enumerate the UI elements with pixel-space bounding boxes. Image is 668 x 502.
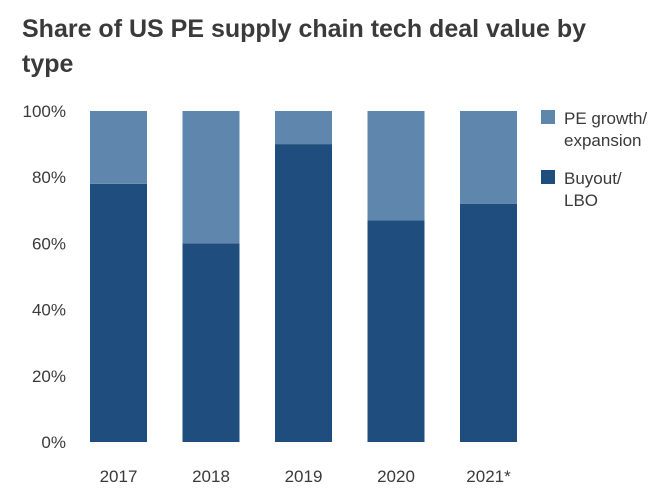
y-tick-label: 20% (32, 367, 66, 386)
x-tick-label: 2020 (377, 467, 415, 486)
bar-segment-buyout-2018 (182, 243, 240, 442)
legend-label: expansion (564, 131, 642, 150)
bar-segment-buyout-2019 (275, 144, 332, 442)
y-axis-ticks: 0% 20% 40% 60% 80% 100% (23, 102, 66, 452)
y-tick-label: 40% (32, 301, 66, 320)
bars (90, 111, 517, 442)
bar-segment-buyout-2020 (367, 220, 425, 442)
legend-swatch-buyout (541, 170, 555, 184)
y-tick-label: 60% (32, 234, 66, 253)
legend-label: Buyout/ (564, 169, 622, 188)
x-axis-ticks: 2017 2018 2019 2020 2021* (100, 467, 512, 486)
bar-segment-pe-growth-2019 (275, 111, 332, 145)
bar-segment-buyout-2021 (460, 203, 517, 442)
y-tick-label: 0% (41, 433, 66, 452)
bar-segment-pe-growth-2018 (182, 111, 240, 244)
legend-label: PE growth/ (564, 109, 647, 128)
x-tick-label: 2018 (192, 467, 230, 486)
legend: PE growth/expansion Buyout/LBO (541, 109, 647, 210)
x-tick-label: 2021* (466, 467, 511, 486)
y-tick-label: 100% (23, 102, 66, 121)
y-tick-label: 80% (32, 168, 66, 187)
bar-segment-buyout-2017 (90, 183, 147, 442)
bar-segment-pe-growth-2021 (460, 111, 517, 204)
bar-segment-pe-growth-2020 (367, 111, 425, 221)
chart-title: Share of US PE supply chain tech deal va… (22, 15, 587, 78)
bar-segment-pe-growth-2017 (90, 111, 147, 184)
legend-swatch-pe-growth (541, 110, 555, 124)
x-tick-label: 2019 (285, 467, 323, 486)
legend-label: LBO (564, 191, 598, 210)
x-tick-label: 2017 (100, 467, 138, 486)
